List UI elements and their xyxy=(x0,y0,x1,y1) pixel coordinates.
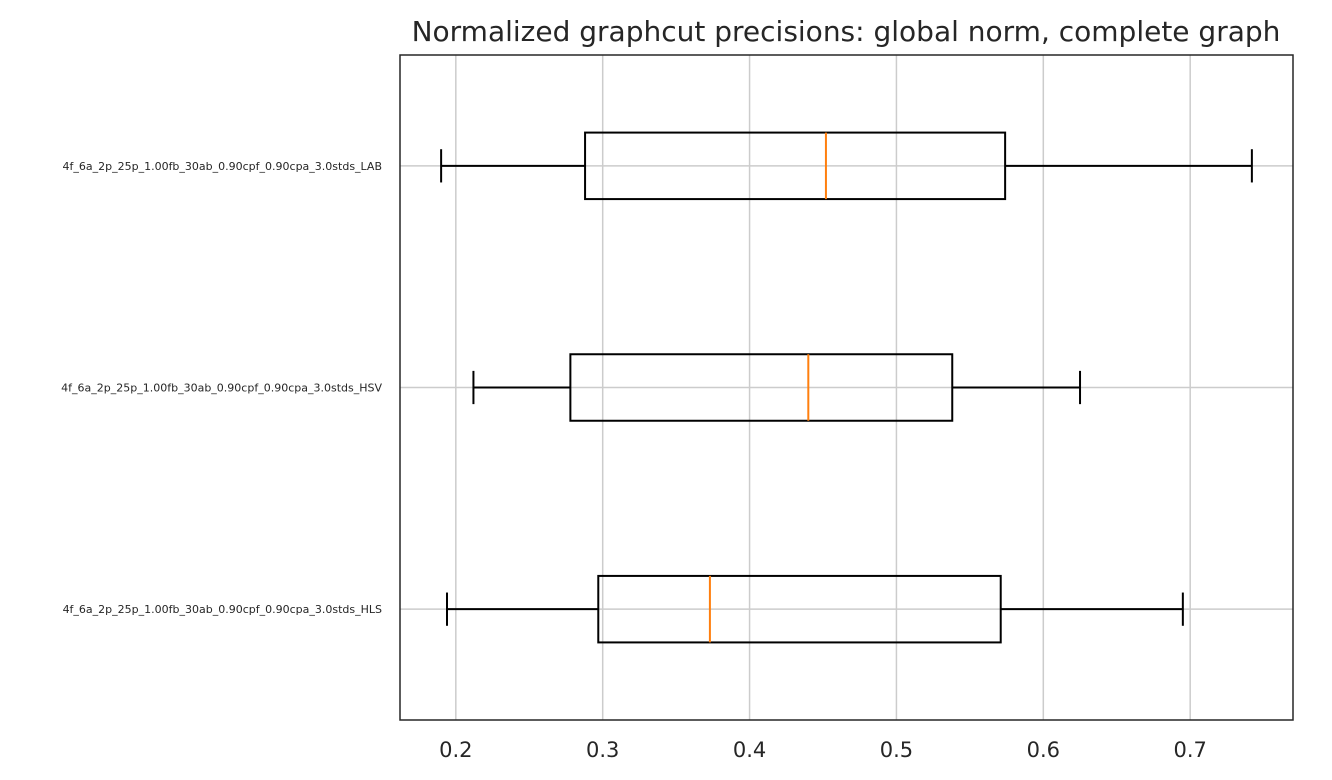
x-tick-label: 0.7 xyxy=(1173,738,1206,762)
box-group xyxy=(472,353,1082,422)
tick-label-layer: 0.2 0.3 0.4 0.5 0.6 0.7 4f_6a_2p_25p_1.00fb_30… xyxy=(61,160,1207,762)
box-iqr xyxy=(584,131,1007,201)
x-tick-label: 0.5 xyxy=(880,738,913,762)
box-iqr xyxy=(597,574,1002,644)
box-group xyxy=(446,574,1184,644)
x-tick-label: 0.4 xyxy=(733,738,766,762)
box-layer xyxy=(440,131,1253,644)
y-tick-label: 4f_6a_2p_25p_1.00fb_30ab_0.90cpf_0.90cpa… xyxy=(61,382,382,395)
x-tick-label: 0.6 xyxy=(1027,738,1060,762)
y-tick-label: 4f_6a_2p_25p_1.00fb_30ab_0.90cpf_0.90cpa… xyxy=(63,160,383,173)
box-group xyxy=(440,131,1253,201)
y-tick-label: 4f_6a_2p_25p_1.00fb_30ab_0.90cpf_0.90cpa… xyxy=(63,603,382,616)
x-tick-label: 0.2 xyxy=(439,738,472,762)
chart-title: Normalized graphcut precisions: global n… xyxy=(412,15,1281,48)
box-iqr xyxy=(569,353,954,422)
plot-frame xyxy=(399,54,1294,721)
x-tick-label: 0.3 xyxy=(586,738,619,762)
